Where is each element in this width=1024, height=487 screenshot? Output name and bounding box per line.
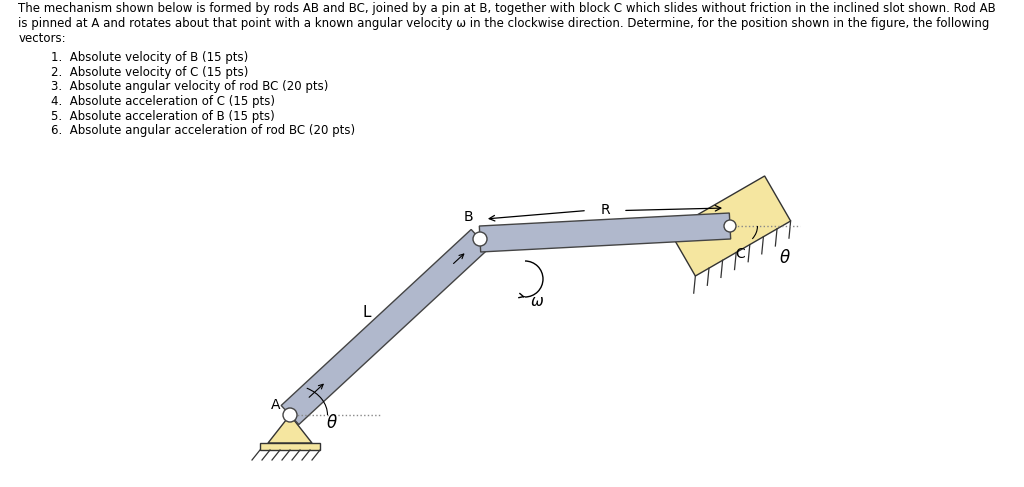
- Text: 2.  Absolute velocity of C (15 pts): 2. Absolute velocity of C (15 pts): [51, 66, 248, 79]
- Text: $\theta$: $\theta$: [779, 249, 791, 267]
- Text: 3.  Absolute angular velocity of rod BC (20 pts): 3. Absolute angular velocity of rod BC (…: [51, 80, 328, 94]
- Polygon shape: [282, 229, 488, 425]
- Text: 6.  Absolute angular acceleration of rod BC (20 pts): 6. Absolute angular acceleration of rod …: [51, 124, 355, 137]
- Text: A: A: [271, 398, 281, 412]
- Text: $\theta$: $\theta$: [326, 414, 338, 432]
- Text: vectors:: vectors:: [18, 32, 66, 45]
- Circle shape: [724, 220, 736, 232]
- Polygon shape: [260, 443, 319, 450]
- Text: The mechanism shown below is formed by rods AB and BC, joined by a pin at B, tog: The mechanism shown below is formed by r…: [18, 2, 996, 16]
- Text: C: C: [735, 247, 744, 261]
- Text: R: R: [600, 204, 610, 218]
- Text: L: L: [362, 305, 371, 320]
- Polygon shape: [479, 213, 731, 252]
- Text: B: B: [463, 210, 473, 224]
- Text: 4.  Absolute acceleration of C (15 pts): 4. Absolute acceleration of C (15 pts): [51, 95, 274, 108]
- Circle shape: [473, 232, 487, 246]
- Polygon shape: [670, 176, 791, 276]
- Text: 5.  Absolute acceleration of B (15 pts): 5. Absolute acceleration of B (15 pts): [51, 110, 274, 123]
- Text: $\omega$: $\omega$: [530, 294, 544, 308]
- Text: 1.  Absolute velocity of B (15 pts): 1. Absolute velocity of B (15 pts): [51, 51, 248, 64]
- Circle shape: [283, 408, 297, 422]
- Text: is pinned at A and rotates about that point with a known angular velocity ω in t: is pinned at A and rotates about that po…: [18, 17, 990, 30]
- Polygon shape: [268, 415, 312, 443]
